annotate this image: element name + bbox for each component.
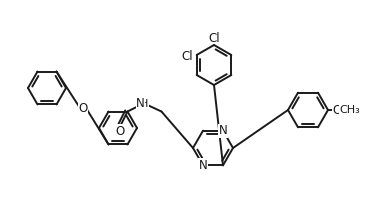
Text: O: O — [332, 103, 341, 116]
Text: H: H — [140, 99, 149, 108]
Text: N: N — [136, 97, 145, 110]
Text: N: N — [199, 159, 207, 172]
Text: N: N — [219, 124, 227, 137]
Text: Cl: Cl — [208, 32, 220, 45]
Text: O: O — [116, 125, 125, 138]
Text: Cl: Cl — [182, 51, 193, 64]
Text: CH₃: CH₃ — [340, 105, 360, 115]
Text: O: O — [78, 102, 88, 115]
